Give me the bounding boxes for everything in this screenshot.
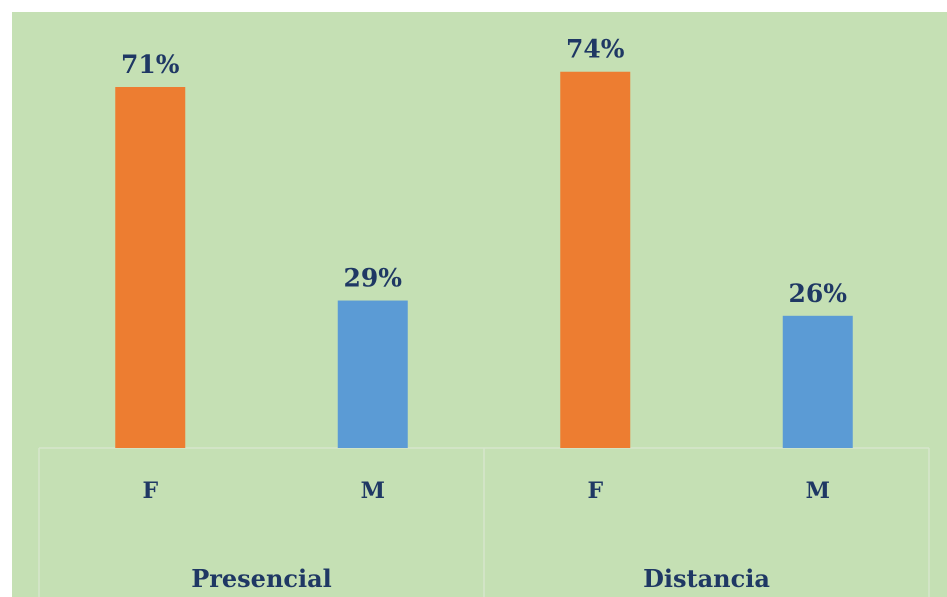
category-label: F bbox=[142, 478, 158, 504]
group-label-presencial: Presencial bbox=[191, 564, 332, 593]
data-label: 74% bbox=[566, 35, 625, 64]
category-label: F bbox=[587, 478, 603, 504]
category-label: M bbox=[361, 478, 385, 504]
bar-presencial-m bbox=[337, 300, 408, 448]
category-axis-grid bbox=[38, 447, 930, 597]
bar-presencial-f bbox=[115, 87, 186, 448]
bar-distancia-f bbox=[560, 71, 631, 449]
data-label: 29% bbox=[343, 264, 402, 293]
bar-distancia-m bbox=[782, 315, 853, 448]
bars-layer bbox=[115, 71, 853, 449]
labels-layer: 71% F 29% M Presencial 74% F 26% M Distancia bbox=[121, 35, 847, 593]
group-label-distancia: Distancia bbox=[643, 564, 770, 593]
data-label: 71% bbox=[121, 50, 180, 79]
category-label: M bbox=[806, 478, 830, 504]
data-label: 26% bbox=[788, 279, 847, 308]
